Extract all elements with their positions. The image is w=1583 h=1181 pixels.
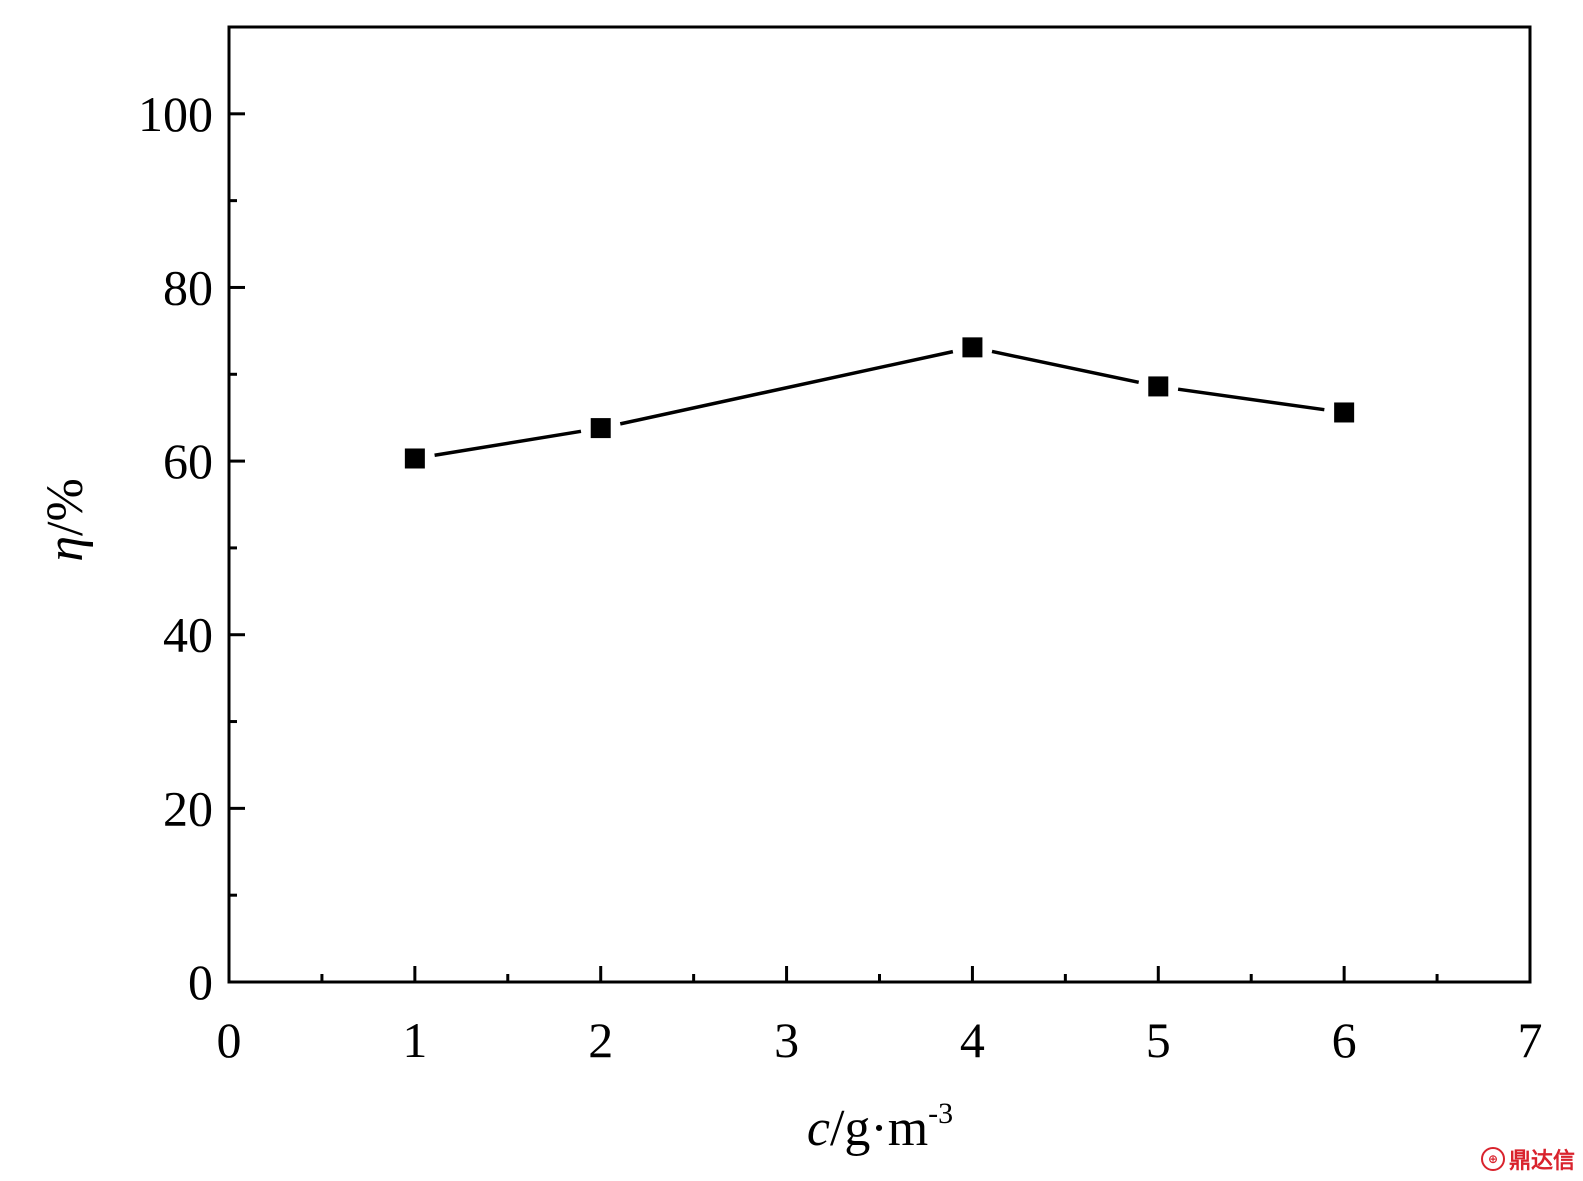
data-point-marker	[962, 337, 983, 358]
x-tick-label: 3	[774, 1012, 799, 1068]
watermark-text: 鼎达信	[1508, 1149, 1575, 1174]
series-line-segment	[619, 349, 954, 426]
y-tick-label: 80	[163, 259, 213, 315]
data-point-marker	[590, 418, 611, 439]
data-point-marker	[404, 448, 425, 469]
series-line-segment	[434, 429, 582, 457]
series-line-segment	[991, 349, 1140, 385]
x-tick-label: 2	[588, 1012, 613, 1068]
y-tick-label: 40	[163, 607, 213, 663]
y-tick-label: 0	[188, 954, 213, 1010]
plot-frame	[227, 25, 1532, 984]
tick-labels: 0 1 2 3 4 5 6 7 0 20 40 60 80 100	[138, 86, 1543, 1068]
watermark: ⊕ 鼎达信	[1480, 1143, 1575, 1175]
axis-ticks	[227, 112, 1532, 984]
y-tick-label: 20	[163, 780, 213, 836]
series-line-segment	[1177, 387, 1325, 412]
x-axis-label: c/g·m-3	[807, 1097, 953, 1157]
x-tick-label: 4	[960, 1012, 985, 1068]
x-tick-label: 6	[1332, 1012, 1357, 1068]
x-tick-label: 1	[402, 1012, 427, 1068]
data-series	[404, 337, 1355, 469]
data-point-marker	[1148, 376, 1169, 397]
x-tick-label: 5	[1146, 1012, 1171, 1068]
data-point-marker	[1334, 402, 1355, 423]
y-tick-label: 100	[138, 86, 213, 142]
x-tick-label: 7	[1518, 1012, 1543, 1068]
seal-icon: ⊕	[1480, 1147, 1505, 1171]
y-tick-label: 60	[163, 433, 213, 489]
x-tick-label: 0	[217, 1012, 242, 1068]
y-axis-label: η/%	[37, 478, 94, 562]
